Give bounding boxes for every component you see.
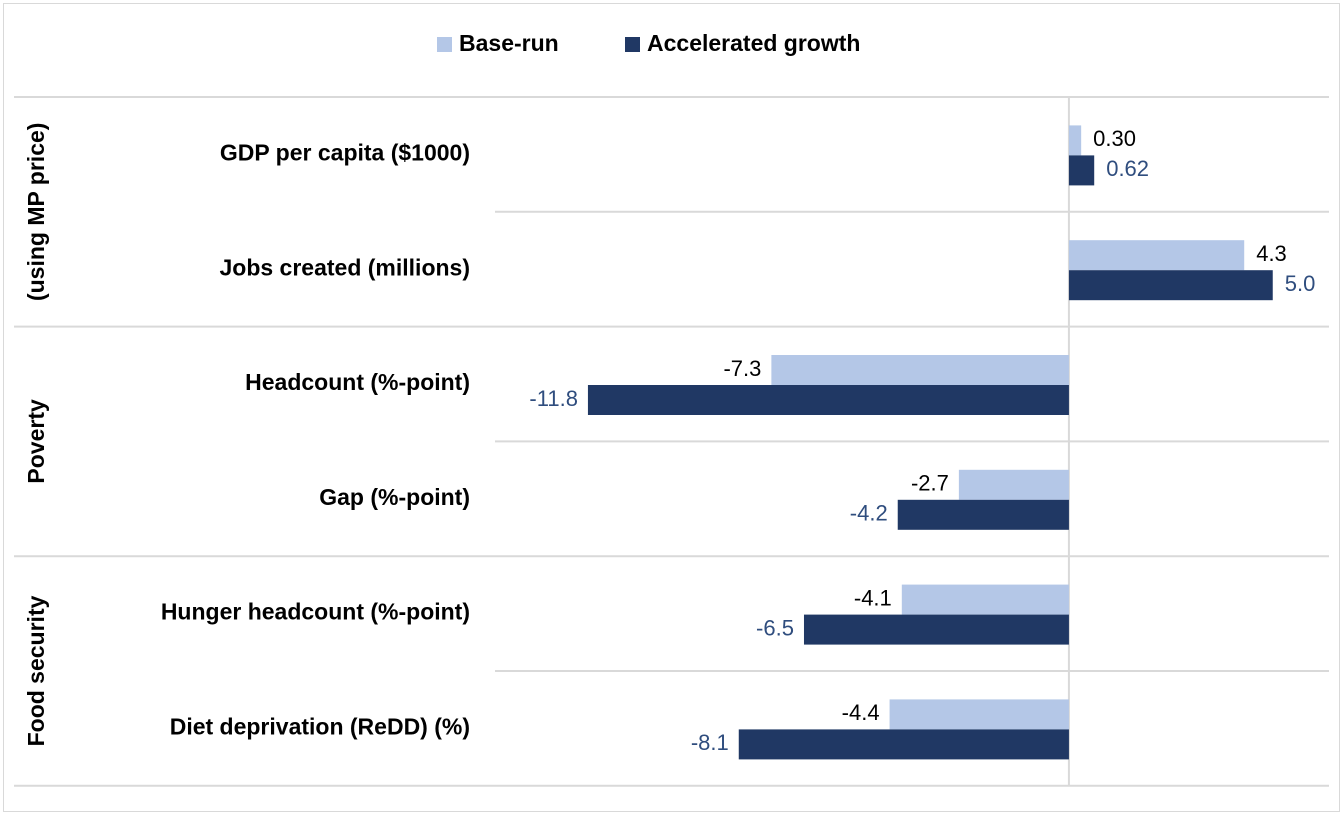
bar bbox=[1068, 155, 1095, 186]
data-label: -7.3 bbox=[723, 356, 761, 381]
legend-swatch bbox=[437, 37, 452, 52]
bar bbox=[958, 469, 1069, 500]
category-label: Gap (%-point) bbox=[319, 484, 470, 510]
bar bbox=[897, 499, 1069, 530]
group-label: Poverty bbox=[23, 399, 49, 484]
category-label: Jobs created (millions) bbox=[219, 254, 470, 280]
category-label: Headcount (%-point) bbox=[245, 369, 470, 395]
data-label: 0.30 bbox=[1093, 126, 1136, 151]
bar bbox=[738, 729, 1069, 760]
bar bbox=[587, 385, 1069, 415]
category-label: Hunger headcount (%-point) bbox=[161, 599, 470, 625]
data-label: 0.62 bbox=[1106, 156, 1149, 181]
legend-label: Base-run bbox=[459, 30, 559, 56]
bar bbox=[771, 355, 1069, 385]
group-label: Food security bbox=[23, 595, 49, 746]
group-label: (using MP price) bbox=[23, 123, 49, 301]
data-label: -4.4 bbox=[842, 700, 880, 725]
bar bbox=[1068, 125, 1082, 156]
bar bbox=[901, 584, 1069, 615]
bar bbox=[803, 614, 1069, 645]
data-label: -8.1 bbox=[691, 730, 729, 755]
data-label: -6.5 bbox=[756, 615, 794, 640]
data-label: -11.8 bbox=[529, 386, 578, 411]
legend-label: Accelerated growth bbox=[647, 30, 860, 56]
data-label: 4.3 bbox=[1256, 241, 1287, 266]
bar bbox=[889, 699, 1069, 730]
legend-swatch bbox=[625, 37, 640, 52]
data-label: 5.0 bbox=[1285, 271, 1316, 296]
data-label: -2.7 bbox=[911, 471, 949, 496]
category-label: GDP per capita ($1000) bbox=[220, 139, 470, 165]
bar bbox=[1068, 240, 1245, 271]
bar bbox=[1068, 270, 1273, 301]
data-label: -4.1 bbox=[854, 585, 892, 610]
category-label: Diet deprivation (ReDD) (%) bbox=[170, 713, 470, 739]
data-label: -4.2 bbox=[850, 501, 888, 526]
